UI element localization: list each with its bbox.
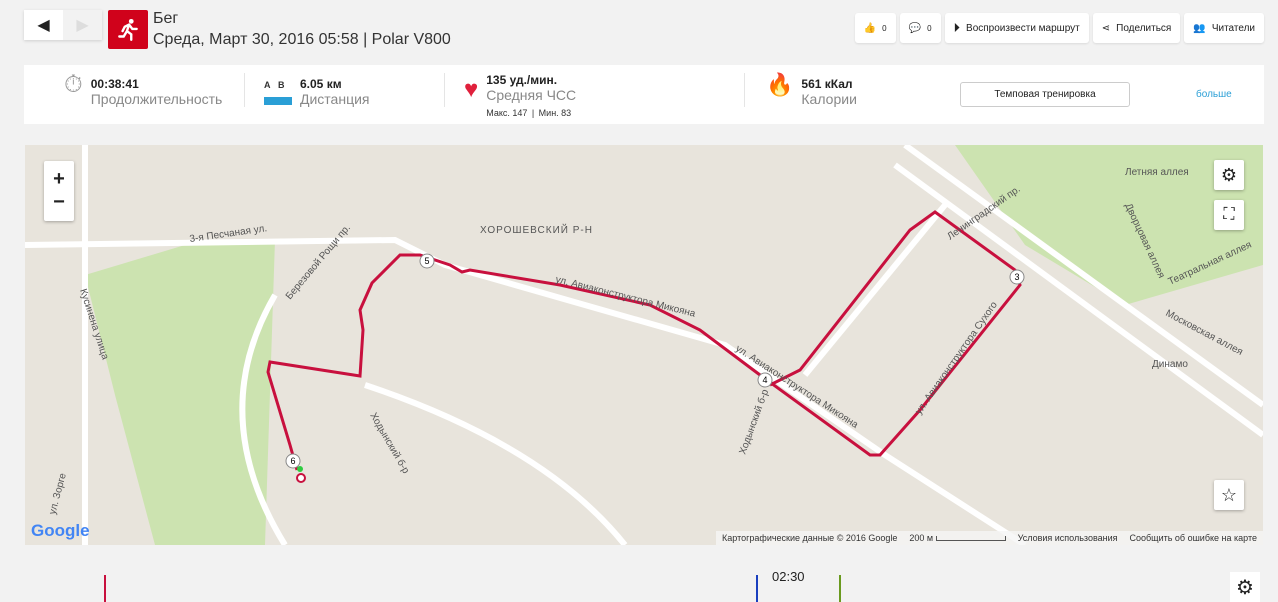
finish-marker: [296, 473, 306, 483]
zoom-in-button[interactable]: +: [53, 168, 65, 190]
followers-icon: 👥: [1193, 22, 1206, 34]
report-link[interactable]: Сообщить об ошибке на карте: [1129, 533, 1257, 543]
duration-value: 00:38:41: [90, 77, 139, 91]
next-button[interactable]: ▶: [63, 10, 102, 40]
actions-bar: 👍 0 💬 0 ⏵ Воспроизвести маршрут ⋖ Поделиться…: [854, 13, 1264, 43]
like-count: 0: [882, 23, 887, 33]
terms-link[interactable]: Условия использования: [1017, 533, 1118, 543]
share-icon: ⋖: [1101, 22, 1111, 34]
activity-nav: ◀ ▶: [24, 10, 102, 40]
street-label: Московская аллея: [1164, 308, 1245, 358]
map-canvas: ХОРОШЕВСКИЙ Р-Н 3-я Песчаная ул. ул. Ави…: [25, 145, 1263, 545]
start-marker: [297, 466, 303, 472]
hr-value: 135 уд./мин.: [486, 73, 558, 87]
stats-bar: ⏱ 00:38:41 Продолжительность A B 6.05 км Дис…: [24, 65, 1264, 124]
calories-value: 561 кКал: [801, 77, 853, 91]
street-label: Летняя аллея: [1125, 167, 1189, 178]
star-icon[interactable]: ☆: [1214, 480, 1244, 510]
flame-icon: 🔥: [766, 72, 794, 97]
comments-icon: 💬: [908, 22, 922, 34]
thumbs-up-icon: 👍: [863, 22, 877, 34]
street-label: Ходынский б-р: [737, 387, 772, 456]
stopwatch-icon: ⏱: [64, 71, 83, 98]
chart-settings-icon[interactable]: ⚙: [1230, 572, 1260, 602]
km-marker: 3: [1014, 272, 1019, 282]
replay-label: Воспроизвести маршрут: [966, 22, 1080, 34]
time-label: 02:30: [772, 569, 805, 584]
hr-max: Макс. 147: [486, 108, 528, 118]
hr-chart: 02:30 ⚙: [24, 560, 1264, 602]
distance-stat: A B 6.05 км Дистанция: [264, 77, 370, 107]
metro-label: Динамо: [1152, 359, 1188, 370]
route-map[interactable]: ХОРОШЕВСКИЙ Р-Н 3-я Песчаная ул. ул. Ави…: [25, 145, 1263, 545]
street-label: ул. Авиаконструктора Сухого: [913, 299, 1000, 416]
replay-route-button[interactable]: ⏵ Воспроизвести маршрут: [944, 13, 1089, 43]
like-button[interactable]: 👍 0: [854, 13, 896, 43]
distance-label: Дистанция: [300, 91, 370, 107]
followers-button[interactable]: 👥 Читатели: [1184, 13, 1264, 43]
ruler-icon: A B: [264, 77, 292, 107]
street-label: ул. Авиаконструктора Микояна: [554, 274, 697, 320]
share-label: Поделиться: [1116, 22, 1172, 34]
hr-cursor-line: [104, 575, 106, 602]
km-marker: 5: [424, 256, 429, 266]
calories-stat: 🔥 561 кКал Калории: [766, 72, 857, 108]
zoom-controls: + −: [44, 161, 74, 221]
km-marker: 6: [290, 456, 295, 466]
hr-label: Средняя ЧСС: [486, 87, 577, 103]
comments-button[interactable]: 💬 0: [899, 13, 941, 43]
street-label: Березовой Рощи пр.: [284, 223, 353, 302]
followers-label: Читатели: [1211, 22, 1255, 34]
map-attribution: Картографические данные © 2016 Google 20…: [716, 531, 1263, 545]
prev-button[interactable]: ◀: [24, 10, 63, 40]
km-marker: 4: [762, 375, 767, 385]
session-subtitle: Среда, Март 30, 2016 05:58 | Polar V800: [153, 31, 451, 48]
scale-bar: 200 м: [909, 533, 1006, 543]
speed-cursor-line: [839, 575, 841, 602]
street-label: Ходынский б-р: [367, 411, 412, 477]
fullscreen-icon[interactable]: ⛶: [1214, 200, 1244, 230]
street-label: ул. Зорге: [47, 472, 69, 516]
map-settings-icon[interactable]: ⚙: [1214, 160, 1244, 190]
play-icon: ⏵: [953, 20, 961, 35]
more-link[interactable]: больше: [1196, 89, 1232, 100]
running-icon: [108, 10, 148, 49]
duration-stat: ⏱ 00:38:41 Продолжительность: [64, 71, 223, 108]
attribution-text: Картографические данные © 2016 Google: [722, 533, 898, 543]
zoom-out-button[interactable]: −: [53, 191, 65, 213]
hr-min: Мин. 83: [538, 108, 572, 118]
comment-count: 0: [927, 23, 932, 33]
calories-label: Калории: [801, 91, 857, 107]
heart-icon: ♥: [464, 76, 479, 103]
duration-label: Продолжительность: [90, 91, 223, 107]
distance-value: 6.05 км: [300, 77, 342, 91]
heart-rate-stat: ♥ 135 уд./мин. Средняя ЧСС Макс. 147 | Мин.…: [464, 73, 576, 121]
google-logo: Google: [31, 521, 90, 540]
training-type-button[interactable]: Темповая тренировка: [960, 82, 1130, 107]
time-cursor-line: [756, 575, 758, 602]
district-label: ХОРОШЕВСКИЙ Р-Н: [480, 223, 593, 236]
sport-title: Бег: [153, 10, 179, 27]
share-button[interactable]: ⋖ Поделиться: [1092, 13, 1181, 43]
